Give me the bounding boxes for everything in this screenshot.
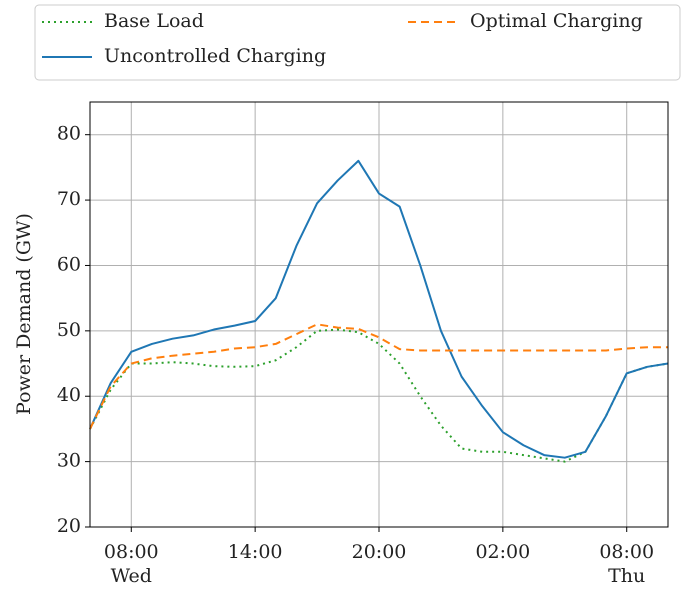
y-tick-label: 60 [57, 253, 81, 275]
x-tick-label: 02:00 [475, 541, 530, 563]
series-line [89, 159, 669, 459]
x-tick-label-line: 08:00 [104, 541, 159, 563]
y-tick-label: 30 [57, 450, 81, 472]
x-tick-label: 20:00 [352, 541, 407, 563]
legend-label: Uncontrolled Charging [104, 45, 326, 67]
y-tick-label: 80 [57, 123, 81, 145]
x-tick-label: 14:00 [228, 541, 283, 563]
y-axis-label: Power Demand (GW) [13, 213, 35, 415]
y-tick-label: 70 [57, 188, 81, 210]
y-tick-label: 50 [57, 319, 81, 341]
x-tick-label-line: 02:00 [475, 541, 530, 563]
x-tick-label-line: 20:00 [352, 541, 407, 563]
x-tick-label-line: Thu [608, 565, 645, 587]
series-line [89, 323, 668, 430]
x-tick-label-line: Wed [111, 565, 152, 587]
x-tick-label: 08:00 Thu [599, 541, 654, 587]
plot-frame [89, 101, 669, 528]
y-tick-label: 20 [57, 515, 81, 537]
x-tick-label-line: 08:00 [599, 541, 654, 563]
x-tick-label-line: 14:00 [228, 541, 283, 563]
legend-box [34, 4, 681, 81]
x-tick-label: 08:00 Wed [104, 541, 159, 587]
series-line [89, 328, 669, 463]
y-tick-label: 40 [57, 384, 81, 406]
legend-label: Base Load [104, 10, 204, 32]
legend-label: Optimal Charging [470, 10, 643, 32]
